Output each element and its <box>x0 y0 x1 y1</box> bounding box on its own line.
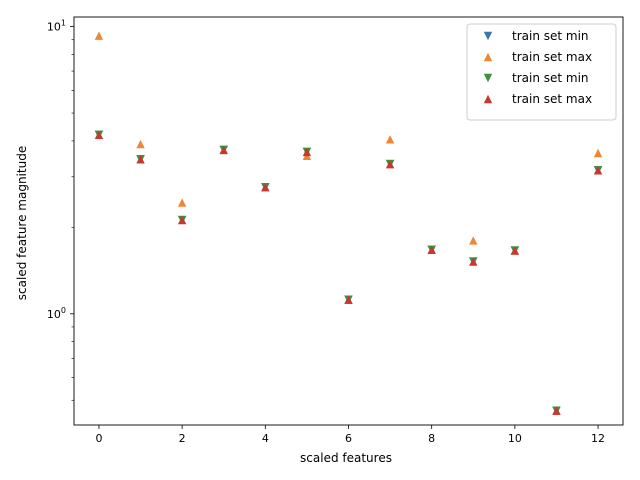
y-axis-ticks: 100 101 <box>47 19 74 401</box>
data-point <box>385 159 395 169</box>
data-point <box>427 245 436 255</box>
legend-entry: train set min <box>483 29 589 43</box>
series-4 <box>94 130 603 415</box>
data-point <box>177 215 187 225</box>
legend: train set min train set max train set min t… <box>466 23 617 121</box>
data-point <box>593 148 603 158</box>
legend-label: train set min <box>512 29 589 43</box>
x-tick-label: 0 <box>95 432 102 445</box>
legend-entry: train set max <box>483 92 592 106</box>
legend-marker <box>483 52 493 62</box>
y-tick-label: 101 <box>47 19 66 34</box>
legend-label: train set max <box>512 50 592 64</box>
legend-entry: train set min <box>483 71 589 85</box>
x-tick-label: 6 <box>345 432 352 445</box>
x-tick-label: 10 <box>508 432 522 445</box>
x-tick-label: 8 <box>428 432 435 445</box>
legend-marker <box>483 73 493 83</box>
x-tick-label: 12 <box>591 432 605 445</box>
data-point <box>469 236 478 245</box>
data-point <box>94 130 104 139</box>
data-point <box>261 182 270 192</box>
legend-entry: train set max <box>483 50 592 64</box>
data-point <box>552 406 561 415</box>
x-axis-ticks: 0 2 4 6 8 10 12 <box>95 425 605 445</box>
x-tick-label: 2 <box>179 432 186 445</box>
data-point <box>136 155 145 164</box>
data-point <box>469 257 478 266</box>
y-axis-label: scaled feature magnitude <box>15 146 29 300</box>
data-point <box>344 295 353 304</box>
y-tick-label: 100 <box>47 306 66 321</box>
legend-box <box>466 23 617 121</box>
x-axis-label: scaled features <box>300 451 392 465</box>
legend-marker <box>483 31 493 41</box>
data-point <box>302 147 312 157</box>
data-point <box>593 166 603 175</box>
data-point <box>510 246 520 255</box>
data-point <box>177 198 187 207</box>
legend-label: train set min <box>512 71 589 85</box>
plot-marks <box>94 31 603 415</box>
legend-marker <box>483 94 493 104</box>
data-point <box>385 135 395 144</box>
data-point <box>94 31 104 40</box>
legend-label: train set max <box>512 92 592 106</box>
x-tick-label: 4 <box>262 432 269 445</box>
data-point <box>136 139 145 149</box>
data-point <box>219 145 228 155</box>
